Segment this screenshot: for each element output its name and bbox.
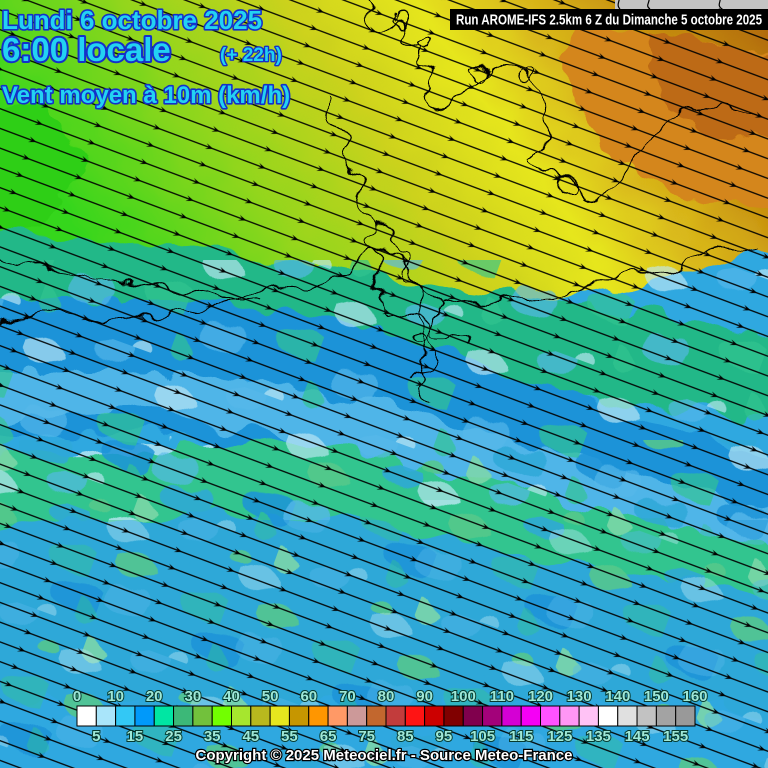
svg-text:Run AROME-IFS 2.5km 6 Z du Dim: Run AROME-IFS 2.5km 6 Z du Dimanche 5 oc…	[456, 13, 762, 29]
svg-text:100: 100	[451, 688, 476, 705]
svg-text:6:00 locale: 6:00 locale	[2, 31, 171, 68]
svg-text:65: 65	[320, 728, 337, 745]
svg-text:140: 140	[605, 688, 630, 705]
svg-text:35: 35	[204, 728, 221, 745]
svg-text:130: 130	[567, 688, 592, 705]
svg-text:125: 125	[547, 728, 572, 745]
svg-text:Copyright © 2025 Meteociel.fr: Copyright © 2025 Meteociel.fr - Source M…	[196, 747, 573, 764]
svg-text:135: 135	[586, 728, 611, 745]
svg-text:110: 110	[490, 688, 514, 705]
svg-text:10: 10	[107, 688, 124, 705]
svg-text:70: 70	[339, 688, 356, 705]
svg-text:40: 40	[223, 688, 240, 705]
svg-text:0: 0	[73, 688, 81, 705]
svg-text:155: 155	[663, 728, 688, 745]
svg-text:20: 20	[146, 688, 163, 705]
svg-text:(+ 22h): (+ 22h)	[220, 45, 282, 66]
svg-text:25: 25	[165, 728, 182, 745]
svg-text:120: 120	[528, 688, 553, 705]
svg-text:90: 90	[416, 688, 433, 705]
svg-text:115: 115	[509, 728, 533, 745]
svg-text:85: 85	[397, 728, 414, 745]
svg-text:145: 145	[625, 728, 650, 745]
svg-text:95: 95	[436, 728, 453, 745]
svg-text:5: 5	[92, 728, 100, 745]
svg-text:160: 160	[682, 688, 707, 705]
svg-text:60: 60	[300, 688, 317, 705]
svg-text:150: 150	[644, 688, 669, 705]
svg-text:Vent moyen à 10m (km/h): Vent moyen à 10m (km/h)	[2, 82, 290, 109]
svg-text:45: 45	[242, 728, 259, 745]
svg-text:55: 55	[281, 728, 298, 745]
svg-text:15: 15	[127, 728, 144, 745]
svg-text:50: 50	[262, 688, 279, 705]
svg-text:75: 75	[358, 728, 375, 745]
svg-text:80: 80	[378, 688, 395, 705]
svg-text:30: 30	[185, 688, 202, 705]
svg-text:105: 105	[470, 728, 495, 745]
